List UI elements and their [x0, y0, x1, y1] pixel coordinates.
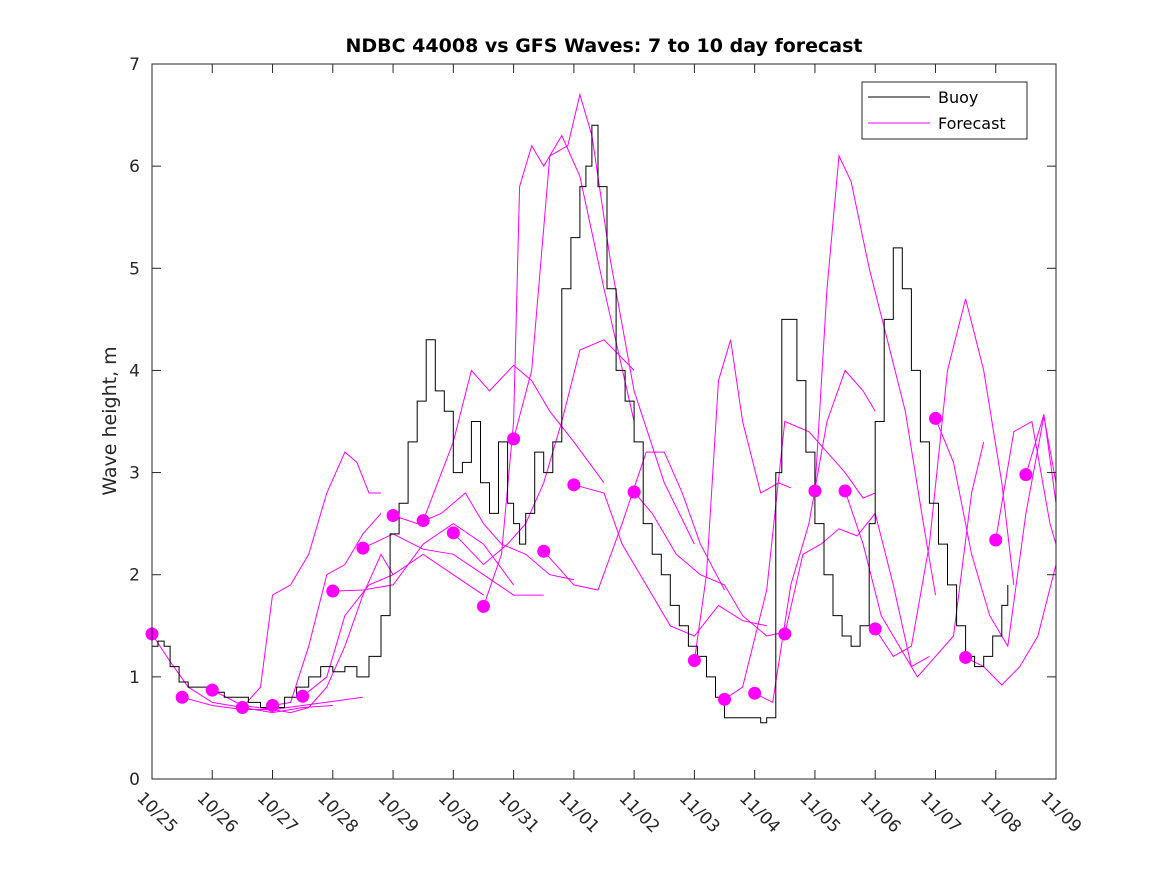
forecast-line-19: [784, 512, 930, 668]
forecast-start-marker: [235, 701, 249, 714]
forecast-line-22: [874, 298, 1015, 658]
y-tick-label: 0: [129, 770, 140, 790]
forecast-start-marker: [959, 650, 973, 664]
x-tick-label: 11/01: [554, 788, 603, 837]
x-tick-label: 11/08: [976, 788, 1025, 837]
x-tick-label: 10/26: [193, 788, 242, 837]
legend-label-forecast: Forecast: [938, 114, 1006, 133]
x-tick-label: 10/25: [132, 788, 181, 837]
x-tick-label: 11/06: [856, 788, 905, 837]
buoy-line: [152, 124, 1009, 724]
forecast-line-15: [633, 491, 791, 637]
forecast-start-marker: [838, 484, 852, 498]
forecast-start-marker: [476, 599, 490, 613]
forecast-start-marker: [567, 478, 581, 492]
forecast-line-12: [513, 92, 695, 545]
forecast-start-marker: [205, 683, 219, 697]
y-tick-label: 4: [129, 361, 140, 381]
y-axis-label: Wave height, m: [99, 346, 121, 495]
forecast-line-25: [995, 420, 1056, 545]
y-tick-label: 7: [129, 55, 140, 75]
forecast-start-marker: [1019, 468, 1033, 482]
forecast-line-4: [272, 513, 382, 706]
forecast-start-marker: [748, 686, 762, 700]
y-tick-label: 1: [129, 668, 140, 688]
forecast-start-marker: [175, 690, 189, 704]
forecast-start-marker: [687, 654, 701, 668]
forecast-start-marker: [326, 584, 340, 598]
legend: Buoy Forecast: [861, 81, 1028, 140]
x-tick-label: 10/29: [374, 788, 423, 837]
forecast-line-26: [1025, 414, 1056, 504]
forecast-start-marker: [507, 432, 521, 446]
forecast-start-marker: [266, 698, 280, 712]
y-tick-label: 5: [129, 259, 140, 279]
plot-area: 10/25 10/26 10/27 10/28 10/29 10/30 10/31 11/01…: [129, 55, 1085, 837]
plot-background: [152, 64, 1056, 779]
forecast-start-marker: [386, 508, 400, 522]
x-tick-label: 11/03: [675, 788, 724, 837]
forecast-line-0: [152, 633, 333, 714]
x-tick-label: 10/27: [253, 788, 302, 837]
chart-title: NDBC 44008 vs GFS Waves: 7 to 10 day for…: [345, 35, 862, 57]
forecast-start-marker: [868, 622, 882, 636]
forecast-line-23: [935, 416, 1056, 648]
x-tick-label: 11/09: [1036, 788, 1085, 837]
forecast-line-17: [724, 420, 876, 700]
forecast-line-13: [543, 451, 725, 591]
x-tick-label: 11/07: [916, 788, 965, 837]
forecast-start-marker: [446, 526, 460, 540]
x-tick-label: 11/04: [735, 788, 784, 837]
forecast-line-3: [242, 451, 381, 708]
y-tick-label: 6: [129, 157, 140, 177]
forecast-start-marker: [356, 541, 370, 555]
forecast-line-6: [332, 522, 515, 592]
legend-box: [861, 81, 1028, 140]
x-tick-label: 10/30: [434, 788, 483, 837]
forecast-line-14: [573, 484, 767, 637]
forecast-start-marker: [416, 514, 430, 528]
forecast-start-marker: [718, 692, 732, 706]
y-tick-label: 3: [129, 464, 140, 484]
forecast-line-24: [965, 564, 1056, 686]
x-tick-label: 11/02: [615, 788, 664, 837]
forecast-start-marker: [928, 411, 942, 425]
forecast-start-marker: [778, 627, 792, 641]
forecast-line-9: [422, 364, 605, 521]
x-tick-label: 11/05: [795, 788, 844, 837]
marker-layer: [145, 411, 1033, 714]
forecast-start-marker: [989, 533, 1003, 547]
y-tick-label: 2: [129, 566, 140, 586]
forecast-line-2: [212, 553, 394, 714]
legend-label-buoy: Buoy: [938, 88, 978, 107]
axes-box: [151, 63, 1057, 780]
x-tick-label: 10/31: [494, 788, 543, 837]
forecast-start-marker: [808, 484, 822, 498]
forecast-line-20: [814, 154, 936, 596]
forecast-line-10: [452, 339, 635, 566]
forecast-start-marker: [537, 544, 551, 558]
forecast-start-marker: [627, 485, 641, 499]
x-tick-label: 10/28: [313, 788, 362, 837]
forecast-start-marker: [296, 689, 310, 703]
